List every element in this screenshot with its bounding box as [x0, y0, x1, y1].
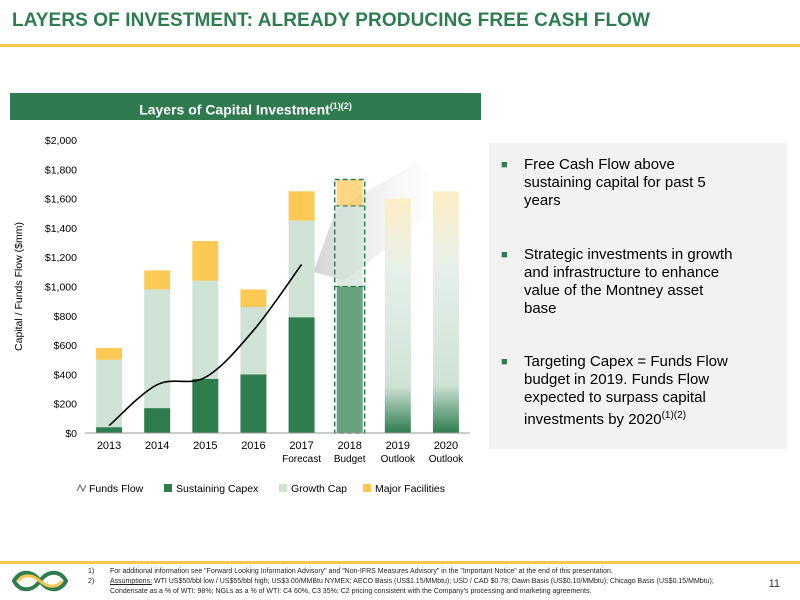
bullet-line: sustaining capital for past 5 — [524, 174, 706, 191]
y-tick-label: $2,000 — [45, 135, 77, 147]
legend-label: Funds Flow — [89, 483, 144, 495]
bullet-line: expected to surpass capital — [524, 389, 706, 406]
y-tick-label: $1,200 — [45, 252, 77, 264]
x-tick-label: 2013 — [97, 440, 121, 452]
bar-outlook — [432, 191, 459, 433]
bar-major-facilities — [144, 270, 171, 290]
x-tick-label: 2019 — [386, 440, 410, 452]
bullet-line: Targeting Capex = Funds Flow — [524, 353, 728, 370]
x-tick-label: 2020 — [434, 440, 458, 452]
bullet-line: Free Cash Flow above — [524, 156, 675, 173]
company-logo-icon — [11, 570, 69, 592]
y-tick-label: $1,400 — [45, 223, 77, 235]
footnote-number: 2) — [88, 578, 95, 585]
x-tick-sublabel: Budget — [334, 454, 366, 465]
y-tick-label: $1,000 — [45, 282, 77, 294]
legend-label: Sustaining Capex — [176, 483, 259, 495]
page-title: LAYERS OF INVESTMENT: ALREADY PRODUCING … — [12, 10, 651, 31]
title-underline — [0, 44, 800, 47]
funnel-shape — [313, 161, 448, 281]
legend-swatch — [164, 484, 172, 492]
bullet-line: and infrastructure to enhance — [524, 264, 720, 281]
bar-sustaining-capex — [192, 378, 219, 433]
bar-major-facilities — [336, 179, 363, 206]
capital-investment-chart: $0 $200 $400 $600 $800 $1,000 $1,200 $1,400 $1,6… — [13, 135, 470, 495]
bullet-line: years — [524, 192, 561, 209]
bullet-line: investments by 2020 — [524, 411, 662, 428]
bar-sustaining-capex — [288, 317, 315, 433]
footnote-2: 2) Assumptions: WTI US$50/bbl low / US$5… — [88, 577, 738, 597]
line-funds-flow — [108, 264, 303, 427]
x-tick-label: 2014 — [145, 440, 169, 452]
bar-sustaining-capex — [96, 427, 123, 433]
footnote-label: Assumptions: — [110, 578, 153, 585]
bullet-line: Strategic investments in growth — [524, 246, 733, 263]
bar-major-facilities — [288, 191, 315, 221]
bullet-line: base — [524, 300, 557, 317]
footnotes: 1) For additional information see "Forwa… — [88, 567, 738, 597]
x-tick-sublabel: Outlook — [381, 454, 416, 465]
bullet-superscript: (1)(2) — [661, 410, 687, 421]
bullet-line: value of the Montney asset — [524, 282, 704, 299]
x-tick-sublabel: Forecast — [282, 454, 321, 465]
y-tick-label: $600 — [54, 340, 78, 352]
footnote-text: WTI US$50/bbl low / US$55/bbl high; US$3… — [110, 578, 714, 595]
y-tick-label: $800 — [54, 311, 78, 323]
footer-rule — [0, 561, 800, 564]
key-points-panel: ■ Free Cash Flow above sustaining capita… — [489, 143, 787, 449]
footnote-number: 1) — [88, 568, 95, 575]
bar-major-facilities — [96, 348, 123, 360]
bar-growth-cap — [192, 280, 219, 379]
legend-label: Major Facilities — [375, 483, 445, 495]
bar-growth-cap — [288, 220, 315, 318]
y-tick-label: $0 — [65, 428, 77, 440]
x-tick-label: 2017 — [289, 440, 313, 452]
footnote-text: For additional information see "Forward … — [110, 568, 613, 575]
legend-swatch — [363, 484, 371, 492]
y-axis-title: Capital / Funds Flow ($mm) — [13, 222, 25, 351]
legend-label: Growth Cap — [291, 483, 347, 495]
chart-section-superscript: (1)(2) — [329, 101, 352, 111]
y-tick-label: $1,800 — [45, 164, 77, 176]
chart-section-header: Layers of Capital Investment(1)(2) — [10, 93, 481, 120]
bar-growth-cap — [96, 359, 123, 428]
bullet-line: budget in 2019. Funds Flow — [524, 371, 710, 388]
x-tick-sublabel: Outlook — [429, 454, 464, 465]
bar-growth-cap — [144, 289, 171, 409]
x-tick-label: 2016 — [241, 440, 265, 452]
bullet-marker-icon: ■ — [501, 159, 508, 171]
bullet-marker-icon: ■ — [501, 356, 508, 368]
footnote-1: 1) For additional information see "Forwa… — [88, 567, 738, 577]
bar-sustaining-capex — [240, 374, 267, 433]
y-tick-label: $200 — [54, 399, 78, 411]
y-tick-label: $400 — [54, 369, 78, 381]
chart-section-title: Layers of Capital Investment — [139, 101, 330, 118]
page-number: 11 — [768, 578, 780, 590]
bar-major-facilities — [240, 289, 267, 308]
legend-swatch — [279, 484, 287, 492]
x-tick-label: 2015 — [193, 440, 217, 452]
bar-major-facilities — [192, 241, 219, 281]
x-tick-label: 2018 — [337, 440, 361, 452]
bar-growth-cap — [336, 205, 363, 287]
legend-swatch-funds-flow — [76, 483, 87, 493]
bar-sustaining-capex — [144, 408, 171, 433]
bar-outlook — [384, 198, 411, 433]
y-tick-label: $1,600 — [45, 194, 77, 206]
bullet-marker-icon: ■ — [501, 249, 508, 261]
bar-sustaining-capex — [336, 286, 363, 433]
